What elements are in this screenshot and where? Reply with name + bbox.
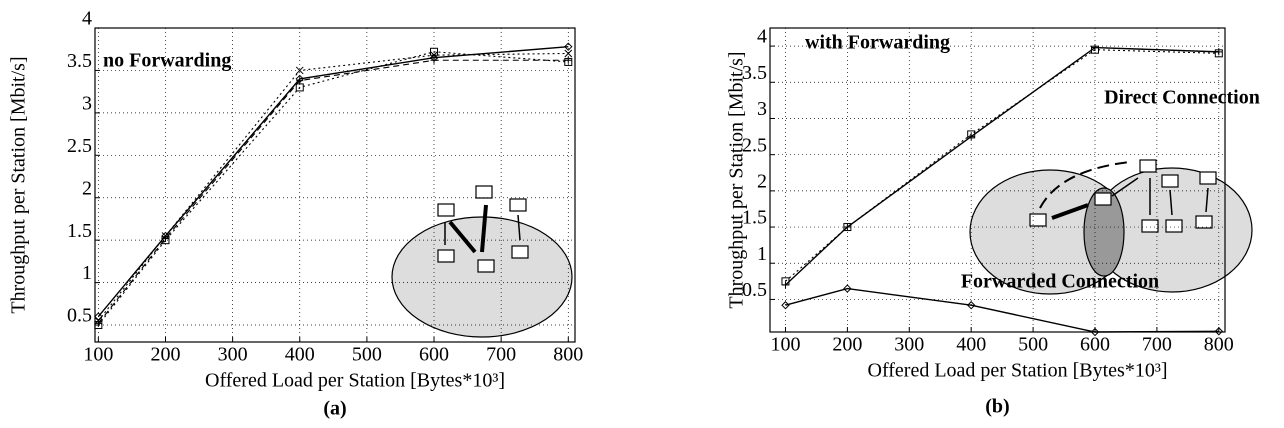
annotation: Direct Connection — [1104, 87, 1260, 109]
marker — [430, 56, 438, 64]
x-tick-label: 800 — [1204, 334, 1234, 356]
marker — [564, 56, 572, 64]
y-tick-label: 1 — [757, 243, 767, 265]
annotation: Forwarded Connection — [961, 271, 1159, 293]
y-tick-label: 3.5 — [67, 50, 92, 72]
chart-title: with Forwarding — [805, 32, 950, 54]
y-axis-label: Throughput per Station [Mbit/s] — [8, 56, 30, 313]
chart-title: no Forwarding — [103, 50, 231, 72]
marker — [295, 66, 304, 75]
y-tick-label: 0.5 — [742, 279, 767, 301]
marker — [843, 223, 851, 231]
x-tick-label: 600 — [419, 344, 449, 366]
marker — [781, 301, 790, 310]
x-tick-label: 400 — [956, 334, 986, 356]
y-tick-label: 2.5 — [742, 134, 767, 156]
x-tick-label: 200 — [150, 344, 180, 366]
x-tick-label: 100 — [83, 344, 113, 366]
series-line — [785, 49, 1219, 282]
x-tick-label: 700 — [1142, 334, 1172, 356]
y-tick-label: 4 — [82, 8, 92, 30]
marker — [1214, 327, 1224, 336]
marker — [296, 77, 304, 85]
caption: (a) — [323, 398, 346, 420]
y-tick-label: 3 — [757, 98, 767, 120]
marker — [843, 223, 852, 232]
marker — [781, 277, 790, 286]
y-tick-label: 1.5 — [742, 207, 767, 229]
caption: (b) — [985, 396, 1009, 418]
y-tick-label: 1 — [82, 262, 92, 284]
plot-frame — [769, 27, 1226, 333]
marker — [843, 284, 852, 293]
x-tick-label: 500 — [352, 344, 382, 366]
illustration-a — [391, 185, 573, 338]
marker — [1090, 327, 1100, 337]
marker — [564, 49, 573, 58]
y-axis-label: Throughput per Station [Mbit/s] — [726, 51, 748, 308]
y-tick-label: 0.5 — [67, 305, 92, 327]
x-axis-label: Offered Load per Station [Bytes*10³] — [205, 370, 505, 392]
x-tick-label: 200 — [832, 334, 862, 356]
plot-frame — [94, 27, 576, 343]
x-tick-label: 300 — [894, 334, 924, 356]
marker — [430, 47, 439, 56]
marker — [1214, 49, 1223, 58]
marker — [967, 133, 975, 141]
marker — [966, 301, 976, 310]
x-tick-label: 600 — [1080, 334, 1110, 356]
x-tick-label: 400 — [285, 344, 315, 366]
y-tick-label: 4 — [757, 26, 767, 48]
marker — [161, 234, 169, 242]
series-line — [97, 51, 569, 326]
y-tick-label: 2 — [757, 170, 767, 192]
y-tick-label: 3 — [82, 92, 92, 114]
marker — [967, 130, 976, 139]
y-tick-label: 2.5 — [67, 135, 92, 157]
y-tick-label: 1.5 — [67, 220, 92, 242]
y-tick-label: 2 — [82, 177, 92, 199]
y-tick-label: 3.5 — [742, 62, 767, 84]
x-tick-label: 300 — [218, 344, 248, 366]
x-tick-label: 500 — [1018, 334, 1048, 356]
series-line — [785, 287, 1219, 333]
x-axis-label: Offered Load per Station [Bytes*10³] — [868, 360, 1168, 382]
x-tick-label: 800 — [553, 344, 583, 366]
x-tick-label: 100 — [770, 334, 800, 356]
marker — [94, 319, 102, 327]
x-tick-label: 700 — [486, 344, 516, 366]
marker — [1091, 45, 1099, 54]
marker — [564, 42, 573, 51]
